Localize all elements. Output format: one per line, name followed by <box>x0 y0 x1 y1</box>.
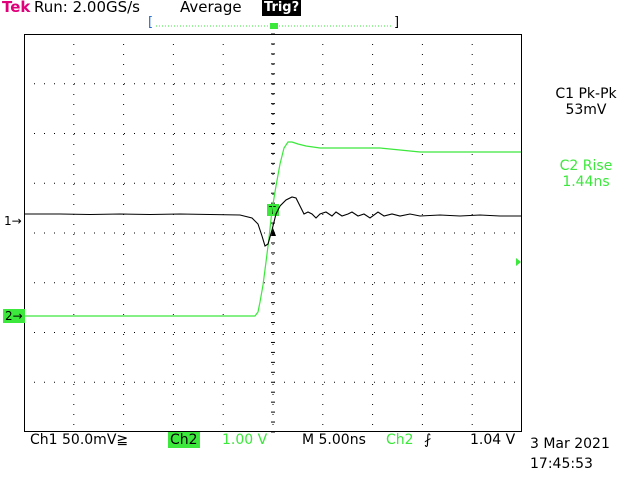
ch1-trace <box>24 196 521 247</box>
ch1-ground-marker: 1→ <box>4 214 22 228</box>
ch2-tag: Ch2 <box>168 432 200 448</box>
acquire-mode: Average <box>180 0 242 16</box>
measurement-value: 53mV <box>565 102 607 118</box>
record-bar-right: ] <box>394 15 399 29</box>
trigger-level-arrow <box>516 258 521 266</box>
trigger-slope-icon: ⨏ <box>424 432 432 448</box>
run-status: Run: 2.00GS/s <box>34 0 140 16</box>
ch2-ground-marker: 2→ <box>3 309 25 323</box>
grid-dots <box>24 33 522 433</box>
record-bar-trigger-pos <box>270 23 278 29</box>
measurement-c2-rise: C2 Rise 1.44ns <box>536 158 636 190</box>
brand-logo: Tek <box>2 0 31 16</box>
time: 17:45:53 <box>530 456 593 472</box>
ch2-scale: 1.00 V <box>222 432 268 448</box>
trigger-level: 1.04 V <box>470 432 516 448</box>
trigger-source: Ch2 <box>386 432 414 448</box>
trigger-arrow <box>271 228 276 236</box>
measurement-label: C2 Rise <box>559 158 613 174</box>
measurement-value: 1.44ns <box>562 174 610 190</box>
trigger-status-badge: Trig? <box>262 0 302 16</box>
timebase: M 5.00ns <box>302 432 366 448</box>
record-position-bar: [ ] <box>148 14 400 30</box>
record-bar-graphic: [ ] <box>148 15 399 30</box>
measurement-label: C1 Pk-Pk <box>555 86 617 102</box>
ch1-scale: Ch1 50.0mV≧ <box>30 432 129 448</box>
record-bar-left: [ <box>148 15 153 29</box>
measurement-c1-pkpk: C1 Pk-Pk 53mV <box>536 86 636 118</box>
date: 3 Mar 2021 <box>530 436 610 452</box>
ch2-trace <box>24 141 521 317</box>
